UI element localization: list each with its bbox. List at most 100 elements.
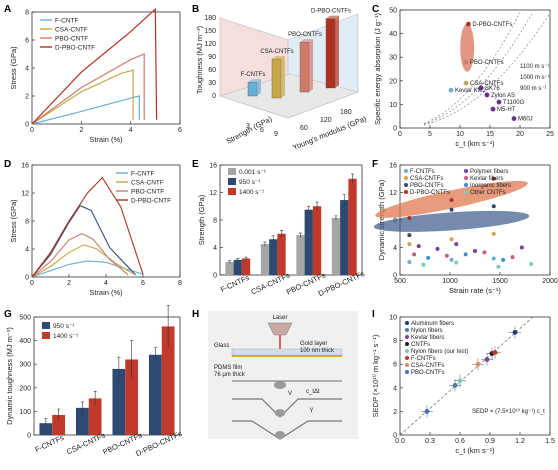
x-tick-label: 6	[178, 127, 182, 134]
y-tick-label: 2	[393, 409, 397, 416]
legend-label: 1400 s⁻¹	[239, 189, 265, 196]
legend-label: Nylon fibers	[411, 328, 443, 334]
panel-letter: B	[192, 4, 199, 15]
data-point	[407, 259, 412, 264]
y-tick-label: 12	[209, 190, 217, 197]
data-point	[412, 252, 417, 257]
bar	[125, 359, 139, 435]
data-point	[435, 246, 440, 251]
point-label: Zylon AS	[491, 93, 515, 99]
legend-label: 1400 s⁻¹	[53, 333, 79, 340]
panel-a: A 0 2 4 6 0 2 4 6 8 Strain (%) Stress (GPa) F-CNTF CS…	[4, 4, 182, 144]
bar-label: F-CNTFs	[241, 72, 266, 78]
legend-marker	[404, 176, 408, 180]
contour-label: 1000 m s⁻¹	[520, 75, 550, 81]
series-line	[31, 95, 140, 125]
x-axis-label: Strain (%)	[89, 135, 123, 144]
y-tick-label: 4	[25, 247, 29, 254]
plot-frame	[399, 9, 551, 129]
y-tick-label: 2	[25, 94, 29, 101]
projectile	[275, 409, 285, 417]
series-line	[31, 204, 136, 278]
data-point	[449, 207, 454, 212]
y-tick-label: 16	[209, 163, 217, 170]
x-tick-label: 0.0	[395, 438, 405, 445]
y-tick-label: 200	[19, 385, 31, 392]
data-point	[463, 80, 469, 86]
data-point	[407, 233, 412, 238]
series-line	[31, 176, 144, 278]
legend-marker	[404, 169, 408, 173]
strength-tick: 6	[260, 127, 264, 134]
gold-thickness: 100 nm thick	[300, 348, 335, 354]
bar	[299, 41, 310, 93]
bar	[247, 81, 258, 97]
x-tick-label: 2	[67, 280, 71, 287]
x-axis-label: c_t (km s⁻¹)	[455, 446, 495, 455]
legend-label: Polymer fibers	[470, 169, 508, 175]
x-tick-label: 10	[456, 131, 464, 138]
fit-annotation: SEDP = (7.5×10¹⁰ kg⁻¹) c_t	[472, 408, 545, 415]
series-line	[31, 53, 145, 125]
modulus-tick: 180	[340, 109, 352, 116]
y-axis-label: Stress (GPa)	[9, 199, 18, 243]
gold-layer	[232, 355, 342, 357]
y-axis-label: Specific energy absorption (J g⁻¹)	[373, 13, 382, 125]
data-point	[424, 409, 430, 414]
legend-marker	[464, 169, 468, 173]
y-tick-label: 10	[389, 315, 397, 322]
modulus-tick: 60	[300, 125, 308, 132]
series-line	[31, 244, 135, 278]
bar	[312, 206, 322, 275]
gold-label: Gold layer	[300, 341, 327, 347]
legend-marker	[464, 190, 468, 194]
legend-marker	[405, 342, 409, 346]
x-tick-label: 1.5	[545, 438, 555, 445]
laser-label: Laser	[272, 315, 287, 321]
y-tick-label: 30	[389, 55, 397, 62]
legend-marker	[405, 356, 409, 360]
y-tick-label: 40	[389, 31, 397, 38]
y-tick-label: 4	[393, 245, 397, 252]
y-tick-label: 0	[27, 433, 31, 440]
x-axis-label: Strain (%)	[89, 288, 123, 297]
legend-label: Inorganic fibers	[470, 183, 511, 189]
data-point	[416, 244, 421, 249]
data-point	[511, 116, 517, 121]
data-point	[454, 260, 459, 265]
y-tick-label: 4	[213, 245, 217, 252]
y-axis-label: SEDP (×10¹⁰ m kg⁻¹ s⁻¹)	[371, 334, 380, 417]
bar	[325, 18, 336, 89]
legend-label: Other CNTFs	[470, 190, 506, 196]
data-point	[490, 106, 496, 112]
bar	[225, 261, 234, 275]
z-tick-label: 120	[204, 41, 216, 48]
legend-label: Aluminum fibers	[411, 321, 454, 327]
legend-label: CSA-CNTF	[55, 27, 88, 34]
data-point	[512, 329, 518, 335]
contour-line	[423, 13, 551, 126]
panel-letter: I	[372, 309, 375, 320]
legend-label: Nylon fibers (our test)	[411, 349, 468, 355]
legend-label: D-PBO-CNTFs	[410, 190, 450, 196]
data-point	[448, 87, 454, 93]
legend-marker	[405, 321, 409, 325]
data-point	[407, 242, 412, 247]
legend-marker	[405, 363, 409, 367]
projectile	[274, 381, 286, 389]
legend-swatch	[42, 332, 50, 339]
x-axis-label: c_t (km s⁻¹)	[455, 139, 495, 148]
data-point	[463, 252, 468, 257]
legend-marker	[405, 335, 409, 339]
strength-tick: 3	[246, 123, 250, 130]
y-tick-label: 0	[393, 433, 397, 440]
legend-label: F-CNTFs	[411, 356, 436, 362]
point-label: T1100G	[503, 100, 525, 106]
x-tick-label: 25	[546, 131, 554, 138]
legend-label: CSA-CNTFs	[411, 363, 444, 369]
y-tick-label: 0	[393, 273, 397, 280]
legend-swatch	[42, 322, 50, 329]
x-tick-label: 500	[394, 278, 406, 285]
z-tick-label: 60	[208, 67, 216, 74]
